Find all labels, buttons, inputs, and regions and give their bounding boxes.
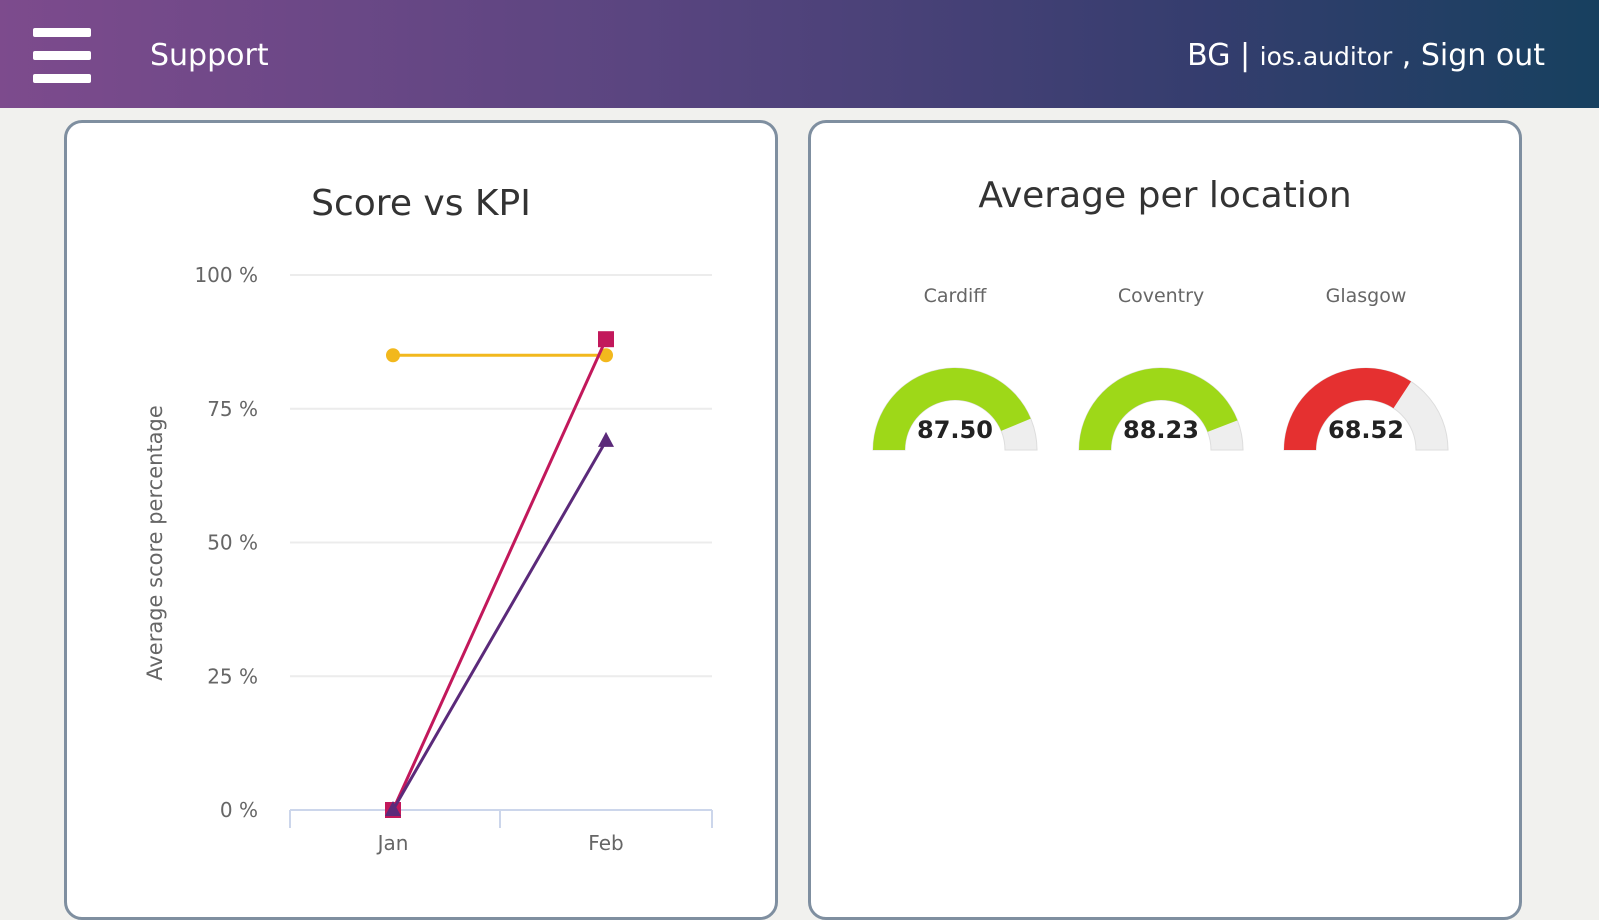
org-code: BG — [1187, 38, 1231, 73]
chart-title: Average per location — [978, 175, 1352, 216]
data-point — [385, 801, 401, 816]
score-vs-kpi-card: Score vs KPI — [64, 120, 778, 920]
series-line-score-a — [391, 338, 608, 811]
data-point — [599, 348, 613, 363]
data-point — [598, 331, 614, 348]
y-tick-label: 25 % — [207, 664, 258, 688]
gauge-fill — [1079, 368, 1238, 450]
gauge-value: 87.50 — [917, 416, 993, 444]
chart-title: Score vs KPI — [311, 183, 531, 224]
page-title: Support — [150, 38, 269, 73]
gauge-label: Glasgow — [1326, 285, 1407, 307]
y-tick-label: 0 % — [220, 798, 258, 822]
y-tick-label: 50 % — [207, 531, 258, 555]
gauge-label: Coventry — [1118, 285, 1204, 307]
y-tick-label: 100 % — [194, 263, 258, 287]
gauge-label: Cardiff — [924, 285, 988, 307]
y-tick-label: 75 % — [207, 397, 258, 421]
username: ios.auditor — [1259, 42, 1393, 71]
charts-layer: 0 % 25 % 50 % 75 % 100 % Jan Feb Average score … — [143, 263, 1449, 855]
sign-out-link[interactable]: Sign out — [1420, 38, 1545, 73]
top-bar: Support BG | ios.auditor , Sign out — [0, 0, 1599, 108]
gauge-fill — [1284, 368, 1412, 450]
data-point — [386, 348, 400, 363]
gauge-fill — [873, 367, 1031, 450]
x-tick-label: Feb — [588, 831, 623, 855]
data-point — [598, 431, 614, 447]
average-per-location-card: Average per location — [808, 120, 1522, 920]
x-tick-label: Jan — [376, 831, 409, 855]
hamburger-menu-icon[interactable] — [33, 28, 91, 83]
series-line-score-b — [391, 440, 608, 811]
user-area: BG | ios.auditor , Sign out — [1187, 38, 1545, 73]
separator: | — [1240, 38, 1251, 73]
gauge-value: 68.52 — [1328, 416, 1404, 444]
y-axis-label: Average score percentage — [143, 405, 167, 681]
comma: , — [1401, 38, 1412, 73]
gauge-value: 88.23 — [1123, 416, 1199, 444]
